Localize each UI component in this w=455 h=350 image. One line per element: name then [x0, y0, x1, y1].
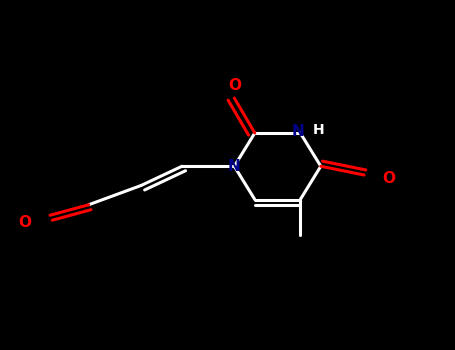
Text: N: N [292, 124, 304, 139]
Text: O: O [383, 171, 395, 186]
Text: H: H [313, 123, 324, 137]
Text: O: O [19, 215, 31, 230]
Text: N: N [228, 159, 241, 174]
Text: O: O [228, 78, 241, 93]
